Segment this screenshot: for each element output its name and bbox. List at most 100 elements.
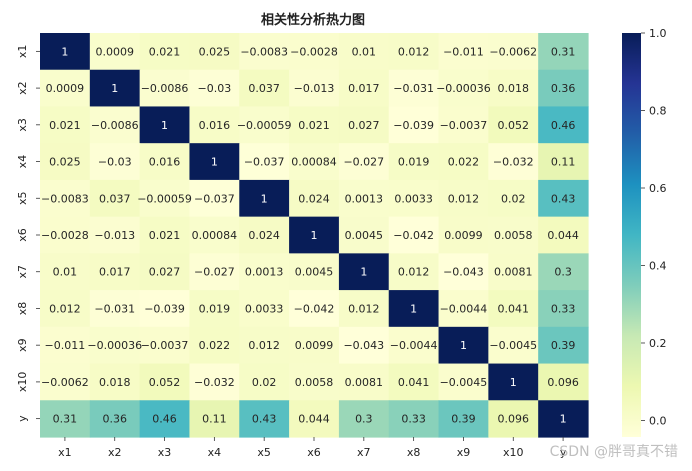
cell-annotation: 0.027: [149, 266, 181, 279]
heatmap-cell: [438, 179, 489, 218]
cell-annotation: 1: [311, 229, 318, 242]
cell-annotation: 0.022: [199, 339, 231, 352]
heatmap-cell: [40, 216, 91, 254]
heatmap-cell: [488, 33, 539, 71]
heatmap-cell: [388, 179, 440, 218]
cell-annotation: −0.013: [94, 229, 135, 242]
cell-annotation: 0.024: [298, 192, 330, 205]
cell-annotation: 0.025: [49, 156, 81, 169]
cell-annotation: −0.031: [393, 82, 434, 95]
cell-annotation: 0.0099: [295, 339, 334, 352]
heatmap-cell: [239, 400, 290, 438]
cell-annotation: 0.019: [199, 302, 231, 315]
cell-annotation: −0.0028: [290, 45, 338, 58]
heatmap-cell: [388, 69, 440, 108]
cell-annotation: −0.027: [343, 156, 384, 169]
heatmap-cell: [338, 179, 390, 218]
cell-annotation: 0.01: [352, 45, 377, 58]
heatmap-cell: [89, 253, 141, 291]
heatmap-cell: [89, 33, 141, 71]
cell-annotation: 0.33: [551, 302, 576, 315]
cell-annotation: 0.018: [99, 376, 131, 389]
heatmap-cell: [538, 69, 589, 108]
heatmap-cell: [338, 290, 390, 328]
cell-annotation: 0.096: [498, 413, 530, 426]
cell-annotation: 0.052: [498, 119, 530, 132]
cell-annotation: 0.3: [554, 266, 572, 279]
heatmap-cell: [189, 363, 240, 401]
heatmap-cell: [139, 33, 191, 71]
cell-annotation: 0.027: [348, 119, 380, 132]
y-tick-label: x9: [16, 338, 29, 352]
cell-annotation: 0.025: [199, 45, 231, 58]
cell-annotation: −0.00036: [436, 82, 491, 95]
cell-annotation: −0.043: [443, 266, 484, 279]
cell-annotation: −0.0037: [440, 119, 488, 132]
cell-annotation: 0.012: [398, 266, 430, 279]
cell-annotation: 0.43: [551, 192, 576, 205]
x-tick-label: x7: [357, 446, 371, 459]
heatmap-cell: [189, 143, 240, 181]
heatmap-cell: [338, 216, 390, 254]
chart-title: 相关性分析热力图: [261, 12, 365, 28]
heatmap-cell: [189, 179, 240, 218]
heatmap-cell: [289, 33, 340, 71]
y-tick-label: x8: [16, 302, 29, 316]
heatmap-cell: [189, 290, 240, 328]
heatmap-cell: [388, 106, 440, 144]
cell-annotation: 0.044: [547, 229, 579, 242]
cell-annotation: 0.041: [398, 376, 430, 389]
y-tick-label: x6: [16, 228, 29, 242]
heatmap-cell: [438, 216, 489, 254]
cell-annotation: −0.00059: [137, 192, 192, 205]
y-tick-label: x3: [16, 118, 29, 132]
colorbar-ticks: 0.0 0.2 0.4 0.6 0.8 1.0: [641, 27, 667, 427]
heatmap-cell: [488, 363, 539, 401]
cell-annotation: 0.31: [53, 413, 78, 426]
y-axis-ticks: x1 x2 x3 x4 x5 x6 x7 x8 x9 x10 y: [16, 45, 40, 422]
heatmap-cell: [538, 216, 589, 254]
cell-annotation: 0.019: [398, 156, 430, 169]
heatmap-cell: [488, 69, 539, 108]
heatmap-cell: [40, 69, 91, 108]
heatmap-cells: [40, 33, 589, 438]
heatmap-cell: [40, 179, 91, 218]
heatmap-cell: [239, 106, 290, 144]
heatmap-cell: [289, 69, 340, 108]
cell-annotation: 0.36: [551, 82, 576, 95]
heatmap-cell: [388, 33, 440, 71]
cell-annotation: 1: [61, 45, 68, 58]
cell-annotation: 0.36: [102, 413, 127, 426]
cell-annotation: 0.016: [199, 119, 231, 132]
cell-annotation: 0.012: [448, 192, 480, 205]
heatmap-cell: [40, 143, 91, 181]
heatmap-cell: [289, 326, 340, 365]
cell-annotation: −0.042: [294, 302, 335, 315]
heatmap-cell: [388, 400, 440, 438]
heatmap-cell: [239, 69, 290, 108]
heatmap-cell: [89, 326, 141, 365]
heatmap-cell: [40, 253, 91, 291]
cell-annotation: −0.0062: [41, 376, 89, 389]
cell-annotation: −0.011: [443, 45, 484, 58]
cell-annotation: −0.039: [393, 119, 434, 132]
heatmap-cell: [488, 326, 539, 365]
watermark: CSDN @胖哥真不错: [549, 444, 678, 460]
heatmap-cell: [289, 143, 340, 181]
cell-annotation: 1: [211, 156, 218, 169]
cell-annotation: −0.043: [343, 339, 384, 352]
heatmap-cell: [40, 33, 91, 71]
heatmap-cell: [189, 33, 240, 71]
heatmap-cell: [139, 290, 191, 328]
heatmap-cell: [89, 69, 141, 108]
x-tick-label: x5: [257, 446, 271, 459]
heatmap-cell: [488, 106, 539, 144]
heatmap-cell: [388, 216, 440, 254]
cell-annotation: 0.0009: [95, 45, 134, 58]
cell-annotation: 0.43: [252, 413, 277, 426]
heatmap-cell: [488, 179, 539, 218]
heatmap-cell: [239, 179, 290, 218]
heatmap-cell: [289, 216, 340, 254]
heatmap-cell: [538, 326, 589, 365]
cell-annotation: 0.0033: [245, 302, 284, 315]
